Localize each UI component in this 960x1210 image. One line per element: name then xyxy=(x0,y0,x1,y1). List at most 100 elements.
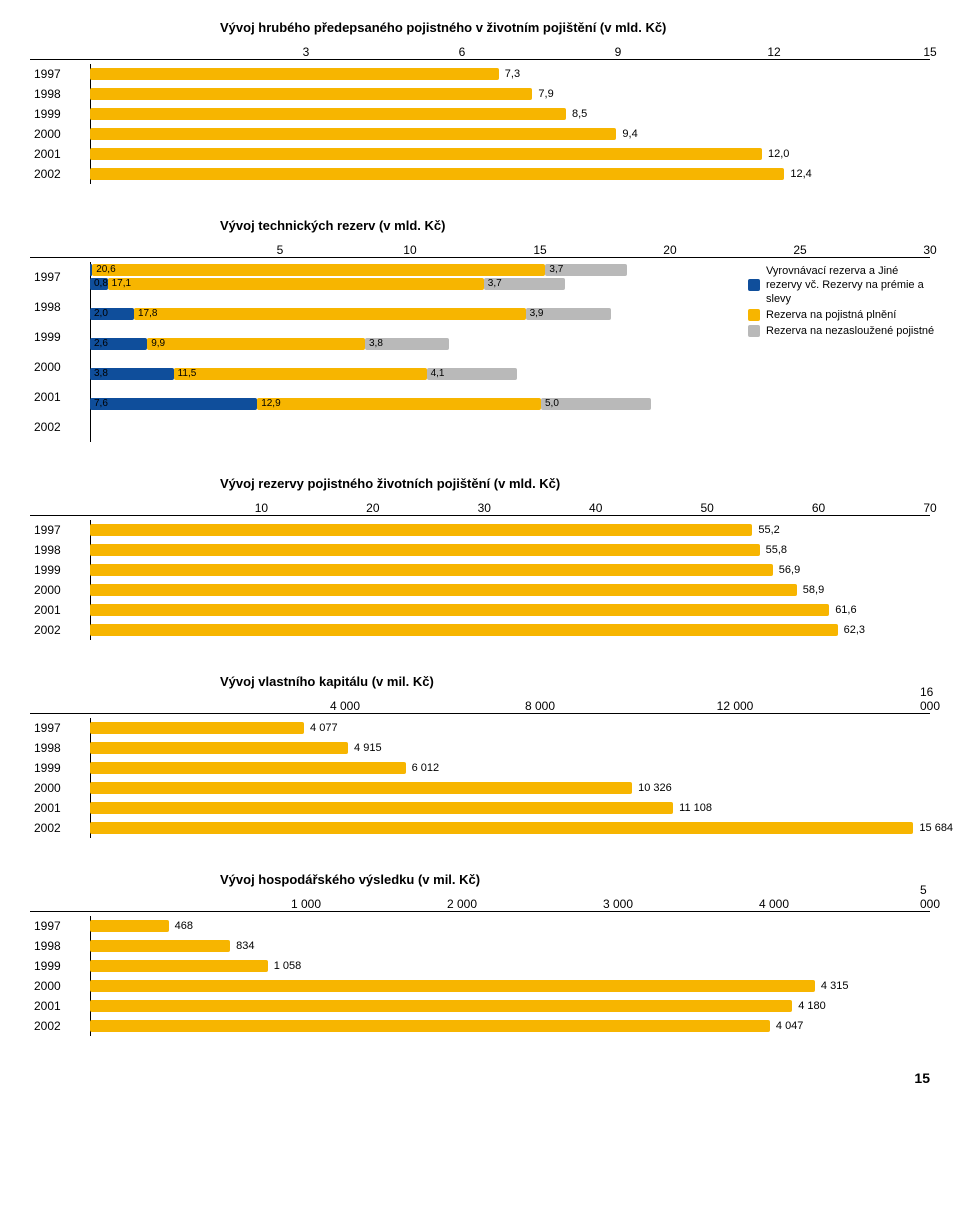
stacked-segment xyxy=(257,398,541,410)
chart-4-rule xyxy=(30,713,930,714)
year-label: 1998 xyxy=(30,741,90,755)
stacked-plot: 7,612,95,0 xyxy=(90,384,750,410)
legend-item: Rezerva na pojistná plnění xyxy=(748,308,936,322)
segment-value: 17,8 xyxy=(138,307,157,321)
bar xyxy=(90,940,230,952)
axis-tick: 60 xyxy=(812,501,825,515)
segment-value: 4,1 xyxy=(431,367,445,381)
bar xyxy=(90,624,838,636)
stacked-segment xyxy=(147,338,365,350)
year-label: 2002 xyxy=(30,1019,90,1033)
chart-1-rule xyxy=(30,59,930,60)
chart-4-ticks: 4 0008 00012 00016 000 xyxy=(90,695,930,713)
segment-value: 3,8 xyxy=(94,367,108,381)
bar xyxy=(90,168,784,180)
segment-value: 9,9 xyxy=(151,337,165,351)
chart-2-legend: Vyrovnávací rezerva a Jiné rezervy vč. R… xyxy=(748,264,936,340)
bar-plot: 4 047 xyxy=(90,1019,930,1033)
bar-plot: 4 915 xyxy=(90,741,930,755)
chart-2: Vývoj technických rezerv (v mld. Kč) 510… xyxy=(30,218,930,442)
year-label: 2001 xyxy=(30,603,90,617)
year-label: 1999 xyxy=(30,563,90,577)
stacked-plot xyxy=(90,414,750,440)
chart-3-title: Vývoj rezervy pojistného životních pojiš… xyxy=(220,476,930,491)
bar xyxy=(90,920,169,932)
bar xyxy=(90,802,673,814)
year-label: 2001 xyxy=(30,999,90,1013)
year-label: 1999 xyxy=(30,330,90,344)
year-label: 1997 xyxy=(30,523,90,537)
bar-row: 199956,9 xyxy=(30,560,930,580)
bar-value: 7,3 xyxy=(505,67,520,81)
bar-plot: 55,2 xyxy=(90,523,930,537)
legend-label: Rezerva na nezasloužené pojistné xyxy=(766,324,934,338)
segment-value: 2,6 xyxy=(94,337,108,351)
bar xyxy=(90,108,566,120)
stacked-segment xyxy=(108,278,484,290)
bar-row: 1998834 xyxy=(30,936,930,956)
bar-plot: 468 xyxy=(90,919,930,933)
bar-plot: 15 684 xyxy=(90,821,930,835)
axis-tick: 15 xyxy=(533,243,546,257)
bar-row: 2001 61,6 xyxy=(30,600,930,620)
stacked-plot: 0,120,63,70,817,13,7 xyxy=(90,264,750,290)
chart-3-rows: 199755,2199855,8199956,9200058,9200161,6… xyxy=(30,520,930,640)
bar-row: 200112,0 xyxy=(30,144,930,164)
axis-tick: 30 xyxy=(478,501,491,515)
bar-value: 10 326 xyxy=(638,781,672,795)
bar-plot: 61,6 xyxy=(90,603,930,617)
axis-tick: 3 000 xyxy=(603,897,633,911)
bar-plot: 4 180 xyxy=(90,999,930,1013)
year-label: 1998 xyxy=(30,543,90,557)
year-label: 2001 xyxy=(30,390,90,404)
bar xyxy=(90,742,348,754)
axis-tick: 6 xyxy=(459,45,466,59)
bar-row: 20004 315 xyxy=(30,976,930,996)
legend-item: Vyrovnávací rezerva a Jiné rezervy vč. R… xyxy=(748,264,936,306)
bar-row: 19996 012 xyxy=(30,758,930,778)
chart-2-rows: Vyrovnávací rezerva a Jiné rezervy vč. R… xyxy=(30,262,930,442)
chart-2-ticks: 51015202530 xyxy=(90,239,930,257)
bar-row: 19991 058 xyxy=(30,956,930,976)
bar-row: 20009,4 xyxy=(30,124,930,144)
chart-5: Vývoj hospodářského výsledku (v mil. Kč)… xyxy=(30,872,930,1036)
segment-value: 0,8 xyxy=(94,277,108,291)
bar-value: 12,0 xyxy=(768,147,789,161)
bar-row: 200111 108 xyxy=(30,798,930,818)
bar xyxy=(90,584,797,596)
year-label: 2000 xyxy=(30,781,90,795)
year-label: 2002 xyxy=(30,420,90,434)
axis-line xyxy=(90,916,91,1036)
stacked-row: 19992,69,93,8 xyxy=(30,322,750,352)
chart-2-rule xyxy=(30,257,930,258)
axis-tick: 5 000 xyxy=(920,883,940,911)
bar xyxy=(90,148,762,160)
bar-plot: 9,4 xyxy=(90,127,930,141)
year-label: 2000 xyxy=(30,583,90,597)
axis-tick: 8 000 xyxy=(525,699,555,713)
bar-plot: 62,3 xyxy=(90,623,930,637)
axis-tick: 15 xyxy=(923,45,936,59)
bar-value: 9,4 xyxy=(622,127,637,141)
bar xyxy=(90,1000,792,1012)
chart-3: Vývoj rezervy pojistného životních pojiš… xyxy=(30,476,930,640)
bar xyxy=(90,88,532,100)
segment-value: 3,7 xyxy=(488,277,502,291)
bar-row: 19974 077 xyxy=(30,718,930,738)
bar xyxy=(90,762,406,774)
legend-label: Vyrovnávací rezerva a Jiné rezervy vč. R… xyxy=(766,264,936,306)
axis-tick: 10 xyxy=(255,501,268,515)
bar-plot: 7,3 xyxy=(90,67,930,81)
bar xyxy=(90,1020,770,1032)
year-label: 1998 xyxy=(30,300,90,314)
bar-value: 61,6 xyxy=(835,603,856,617)
bar-plot: 12,4 xyxy=(90,167,930,181)
chart-4: Vývoj vlastního kapitálu (v mil. Kč) 4 0… xyxy=(30,674,930,838)
year-label: 2002 xyxy=(30,623,90,637)
axis-tick: 20 xyxy=(663,243,676,257)
bar xyxy=(90,524,752,536)
bar-plot: 1 058 xyxy=(90,959,930,973)
bar-row: 19977,3 xyxy=(30,64,930,84)
chart-5-ticks: 1 0002 0003 0004 0005 000 xyxy=(90,893,930,911)
stacked-segment xyxy=(174,368,427,380)
